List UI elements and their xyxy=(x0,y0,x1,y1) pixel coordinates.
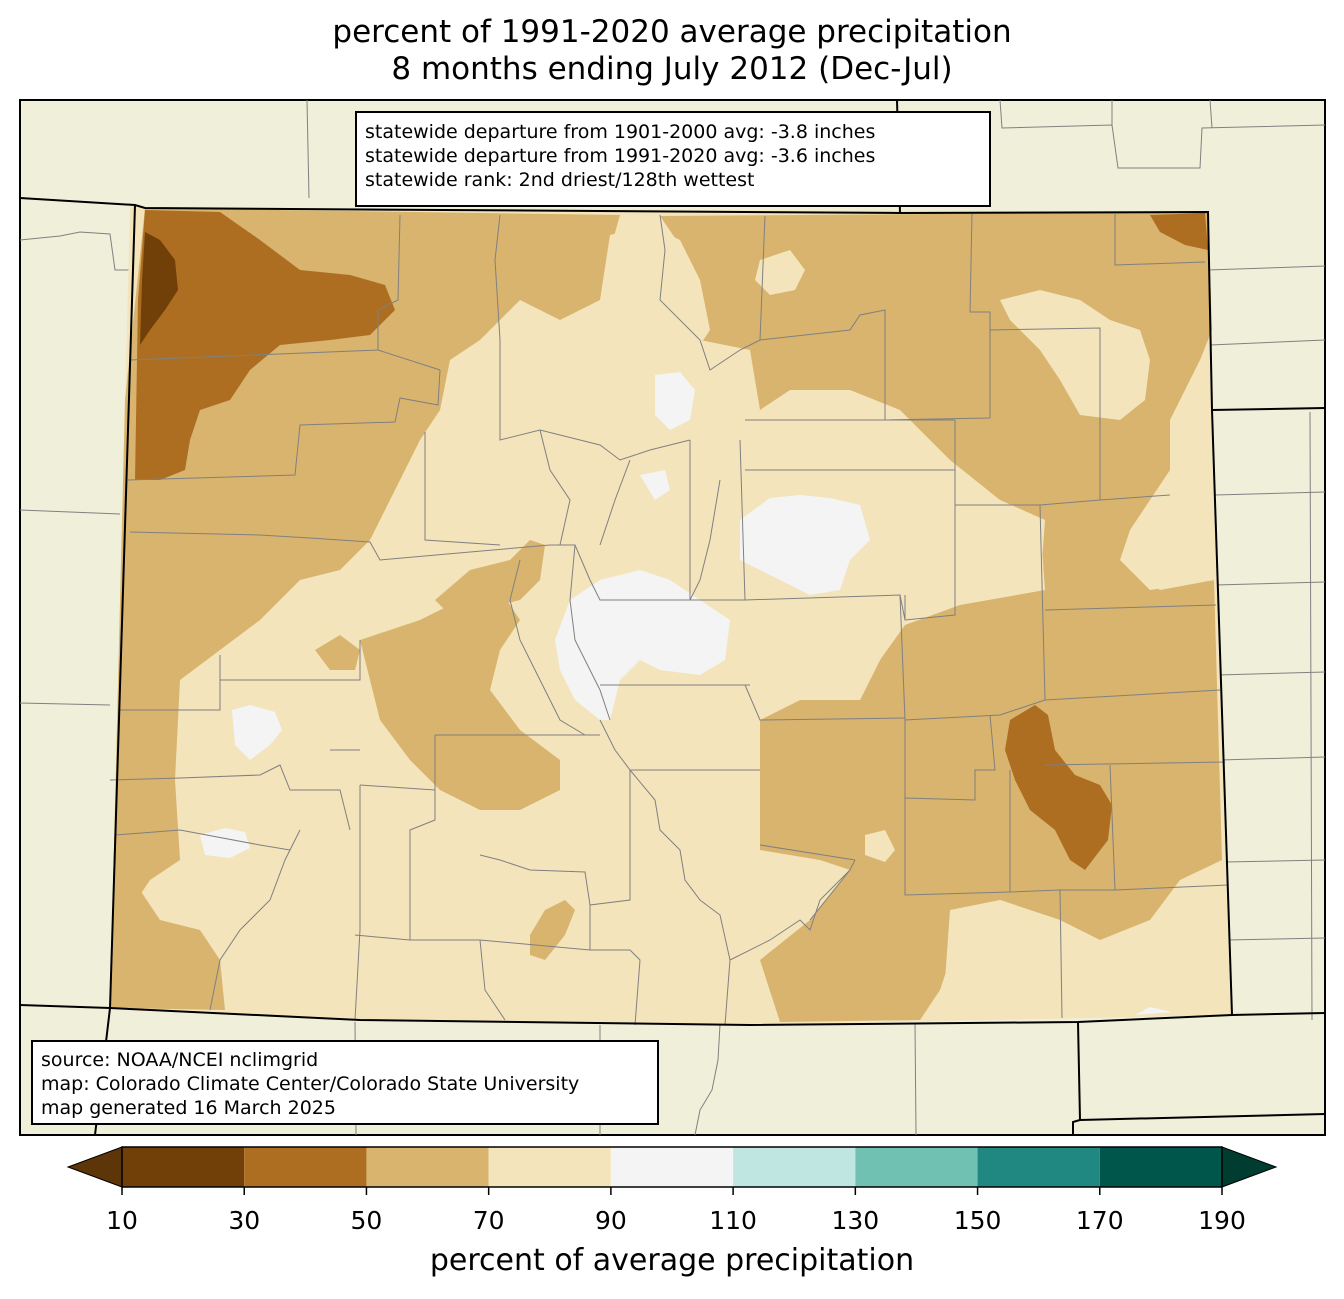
colorbar-tick-label-2: 50 xyxy=(351,1206,383,1235)
colorbar-tick-label-3: 70 xyxy=(473,1206,505,1235)
statewide-stats-box: statewide departure from 1901-2000 avg: … xyxy=(355,111,991,207)
map-title: percent of 1991-2020 average precipitati… xyxy=(0,14,1344,88)
colorbar-label: percent of average precipitation xyxy=(429,1243,915,1278)
stats-line-3: statewide rank: 2nd driest/128th wettest xyxy=(365,169,755,191)
title-line-2: 8 months ending July 2012 (Dec-Jul) xyxy=(391,51,953,87)
precip-30-50 xyxy=(135,210,1208,870)
colorbar-tick-label-1: 30 xyxy=(228,1206,260,1235)
colorbar-bin-8 xyxy=(1099,1147,1222,1187)
colorbar-tick-label-4: 90 xyxy=(595,1206,627,1235)
colorbar-under-extension xyxy=(66,1146,123,1188)
colorbar-tick-label-7: 150 xyxy=(954,1206,1002,1235)
colorado-county-lines xyxy=(109,213,1229,1026)
source-line-3: map generated 16 March 2025 xyxy=(41,1097,336,1119)
colorbar-tick-label-9: 190 xyxy=(1198,1206,1246,1235)
colorbar-tick-label-8: 170 xyxy=(1076,1206,1124,1235)
colorbar-outline xyxy=(121,1146,1223,1188)
colorbar-bin-5 xyxy=(733,1147,856,1187)
colorbar-over-extension xyxy=(1221,1146,1278,1188)
colorbar-bin-1 xyxy=(244,1147,367,1187)
precip-70-90 xyxy=(600,225,1232,1020)
colorbar: 10 30 50 70 90 110 130 150 170 190 xyxy=(66,1146,1278,1235)
colorbar-tick-label-6: 130 xyxy=(831,1206,879,1235)
precip-10-30 xyxy=(140,232,178,345)
stats-line-1: statewide departure from 1901-2000 avg: … xyxy=(365,121,876,143)
colorbar-bin-4 xyxy=(610,1147,734,1187)
source-line-2: map: Colorado Climate Center/Colorado St… xyxy=(41,1073,580,1095)
colorbar-tick-label-5: 110 xyxy=(709,1206,757,1235)
title-line-1: percent of 1991-2020 average precipitati… xyxy=(332,14,1012,50)
colorbar-bin-0 xyxy=(122,1147,245,1187)
colorbar-tick-label-0: 10 xyxy=(106,1206,138,1235)
colorbar-bin-6 xyxy=(855,1147,978,1187)
stats-line-2: statewide departure from 1991-2020 avg: … xyxy=(365,145,876,167)
colorbar-bin-2 xyxy=(366,1147,489,1187)
source-line-1: source: NOAA/NCEI nclimgrid xyxy=(41,1049,319,1071)
colorbar-bin-3 xyxy=(488,1147,611,1187)
precip-90-110 xyxy=(200,372,1172,1015)
colorbar-bin-7 xyxy=(977,1147,1100,1187)
source-box: source: NOAA/NCEI nclimgrid map: Colorad… xyxy=(31,1040,659,1125)
